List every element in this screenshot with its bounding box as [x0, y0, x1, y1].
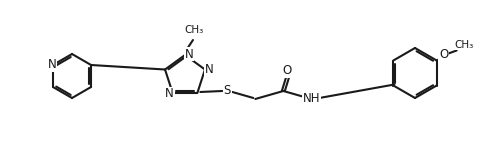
Text: O: O	[282, 65, 292, 78]
Text: CH₃: CH₃	[184, 25, 203, 35]
Text: CH₃: CH₃	[453, 40, 472, 49]
Text: NH: NH	[302, 92, 320, 106]
Text: O: O	[438, 48, 447, 61]
Text: N: N	[48, 59, 56, 72]
Text: N: N	[165, 87, 174, 100]
Text: S: S	[223, 85, 230, 98]
Text: N: N	[204, 63, 213, 76]
Text: N: N	[184, 47, 193, 60]
